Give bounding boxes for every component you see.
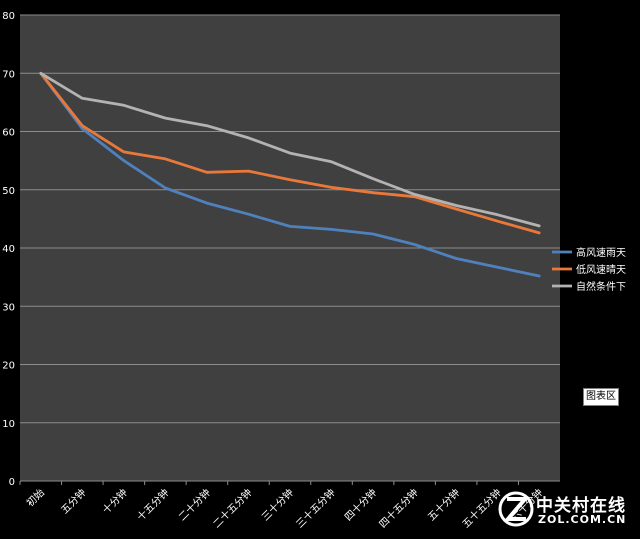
y-tick-label: 10 <box>2 419 15 430</box>
zol-watermark: 中关村在线 ZOL.COM.CN <box>496 487 636 531</box>
x-tick-label: 二十分钟 <box>176 486 213 523</box>
x-tick-label: 初始 <box>24 486 47 509</box>
x-tick-label: 四十分钟 <box>342 486 379 523</box>
x-tick-label: 三十分钟 <box>259 486 296 523</box>
legend-label: 低风速晴天 <box>576 263 626 276</box>
series-line-1 <box>39 71 541 235</box>
x-tick-label: 三十五分钟 <box>293 486 338 531</box>
x-tick-label: 五分钟 <box>58 486 88 516</box>
chart-area-label: 图表区 <box>583 388 619 406</box>
y-tick-label: 0 <box>9 477 15 488</box>
y-tick-label: 20 <box>2 361 15 372</box>
series-line-2 <box>39 71 541 228</box>
watermark-cn: 中关村在线 <box>536 496 626 516</box>
y-tick-label: 50 <box>2 186 15 197</box>
x-tick-label: 四十五分钟 <box>376 486 421 531</box>
x-tick-label: 十分钟 <box>100 486 130 516</box>
legend-label: 自然条件下 <box>576 280 626 293</box>
y-tick-label: 40 <box>2 244 15 255</box>
zol-logo-icon <box>498 491 534 527</box>
legend-label: 高风速雨天 <box>576 246 626 259</box>
y-tick-label: 70 <box>2 69 15 80</box>
series-line-0 <box>39 71 541 278</box>
x-tick-label: 二十五分钟 <box>210 486 255 531</box>
x-tick-label: 十五分钟 <box>134 486 171 523</box>
y-tick-label: 30 <box>2 302 15 313</box>
y-tick-label: 60 <box>2 128 15 139</box>
watermark-en: ZOL.COM.CN <box>538 513 627 526</box>
x-tick-label: 五十分钟 <box>425 486 462 523</box>
y-tick-label: 80 <box>2 11 15 22</box>
